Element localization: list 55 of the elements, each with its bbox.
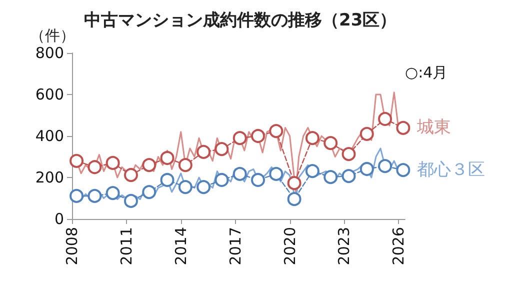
y-axis-title: （件） xyxy=(30,26,75,44)
point xyxy=(342,169,356,184)
point xyxy=(214,172,229,187)
point xyxy=(106,156,120,170)
y-tick-label: 800 xyxy=(35,44,64,62)
point xyxy=(342,147,356,162)
x-tick-label: 2020 xyxy=(280,227,299,266)
point xyxy=(70,154,84,168)
point xyxy=(251,172,266,187)
y-tick-label: 0 xyxy=(54,210,64,228)
y-tick-label: 600 xyxy=(35,86,64,104)
chart-title: 中古マンション成約件数の推移（23区） xyxy=(84,10,397,30)
point xyxy=(196,180,211,194)
point xyxy=(196,144,211,159)
point xyxy=(142,158,156,172)
point xyxy=(269,166,284,181)
x-tick-label: 2011 xyxy=(117,227,136,266)
point xyxy=(360,162,374,176)
point xyxy=(360,126,374,141)
point xyxy=(178,158,192,172)
point xyxy=(214,142,229,156)
point xyxy=(324,136,338,150)
point xyxy=(160,151,174,165)
point xyxy=(324,170,338,184)
y-tick-label: 400 xyxy=(35,127,64,145)
point xyxy=(269,124,284,138)
x-tick-label: 2026 xyxy=(390,227,408,266)
x-tick-label: 2014 xyxy=(172,227,190,266)
point xyxy=(378,112,392,126)
point xyxy=(124,194,138,208)
point xyxy=(232,166,247,181)
series-label: 都心３区 xyxy=(417,160,486,180)
point xyxy=(287,192,302,206)
point xyxy=(142,185,156,200)
point xyxy=(124,168,138,182)
point xyxy=(287,176,302,190)
point xyxy=(88,188,102,203)
point xyxy=(378,159,392,174)
x-tick-label: 2017 xyxy=(226,227,244,266)
point xyxy=(160,172,174,187)
point xyxy=(70,188,84,203)
x-tick-label: 2008 xyxy=(63,227,81,266)
point xyxy=(232,131,247,146)
point xyxy=(305,131,320,146)
point xyxy=(396,120,410,135)
series-label: 城東 xyxy=(416,118,452,138)
point xyxy=(178,180,192,194)
point xyxy=(88,160,102,174)
point xyxy=(251,129,266,143)
point xyxy=(305,164,320,178)
point xyxy=(396,163,410,178)
point xyxy=(106,186,120,200)
annotation: ○:4月 xyxy=(405,64,448,82)
y-tick-label: 200 xyxy=(35,168,64,186)
x-tick-label: 2023 xyxy=(335,227,354,266)
